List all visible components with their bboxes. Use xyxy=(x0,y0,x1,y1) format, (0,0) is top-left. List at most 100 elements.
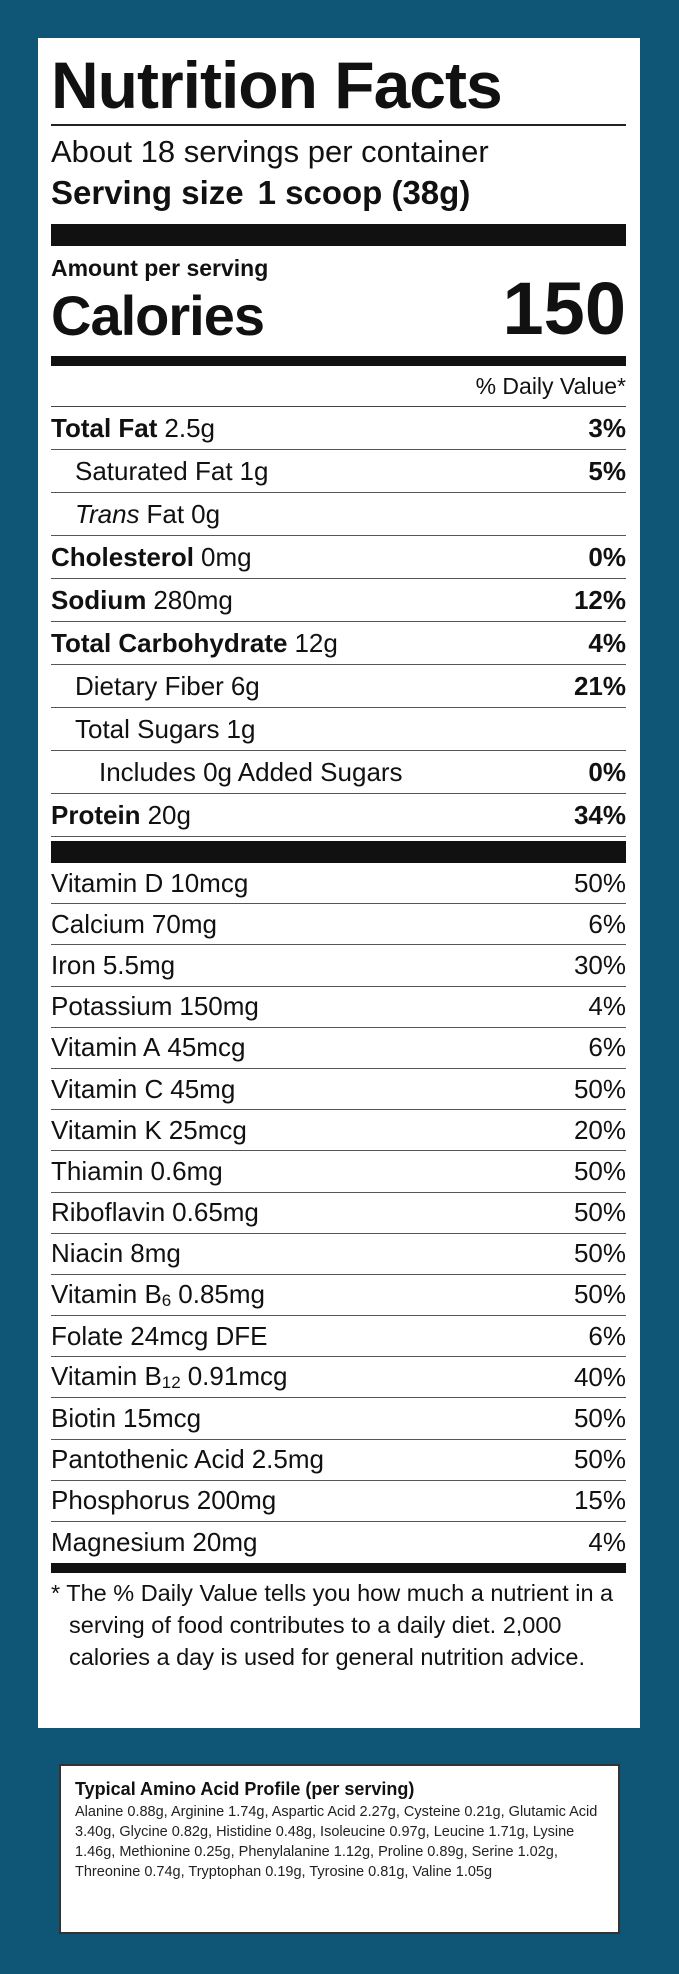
vitamin-label: Riboflavin 0.65mg xyxy=(51,1197,259,1228)
amount-per-serving: Amount per serving xyxy=(51,255,269,281)
vitamin-name: Magnesium xyxy=(51,1527,186,1558)
vitamin-dv: 4% xyxy=(588,1527,626,1558)
vitamin-amount: 45mg xyxy=(170,1073,236,1104)
vitamin-name: Pantothenic Acid xyxy=(51,1444,245,1475)
nutrition-panel: Nutrition Facts About 18 servings per co… xyxy=(38,38,640,1728)
vitamin-row: Biotin 15mcg 50% xyxy=(51,1398,626,1440)
vitamin-label: Pantothenic Acid 2.5mg xyxy=(51,1444,324,1475)
vitamin-row: Phosphorus 200mg 15% xyxy=(51,1481,626,1522)
vitamin-amount: 0.85mg xyxy=(178,1278,265,1309)
servings: About 18 servings per container xyxy=(51,134,489,169)
vitamin-label: Phosphorus 200mg xyxy=(51,1485,276,1516)
vitamin-label: Calcium 70mg xyxy=(51,909,217,940)
vitamin-label: Vitamin K 25mcg xyxy=(51,1115,247,1146)
vitamin-amount: 20mg xyxy=(192,1527,258,1558)
vitamin-dv: 50% xyxy=(573,1238,626,1269)
vitamin-dv: 50% xyxy=(573,1197,626,1228)
nutrient-dv: 21% xyxy=(573,670,626,701)
nutrient-dv: 5% xyxy=(588,455,626,486)
vitamin-dv: 50% xyxy=(573,1279,626,1310)
nutrient-name: Dietary Fiber xyxy=(75,670,224,701)
nutrient-dv: 0% xyxy=(588,756,626,787)
vitamin-name: Riboflavin xyxy=(51,1197,166,1228)
calories-value: 150 xyxy=(502,267,626,350)
vitamin-dv: 40% xyxy=(573,1361,626,1392)
nutrient-name: Total Sugars xyxy=(75,713,220,744)
nutrient-name: Saturated Fat xyxy=(75,455,233,486)
nutrient-row: Total Fat 2.5g 3% xyxy=(51,407,626,450)
nutrient-name: Fat xyxy=(146,498,185,529)
nutrient-amount: 6g xyxy=(230,670,260,701)
vitamin-amount: 200mg xyxy=(196,1485,277,1516)
rule xyxy=(51,356,626,366)
vitamin-dv: 30% xyxy=(573,949,626,980)
vitamin-label: Magnesium 20mg xyxy=(51,1527,257,1558)
vitamin-label: Potassium 150mg xyxy=(51,991,259,1022)
nutrient-row: Sodium 280mg 12% xyxy=(51,579,626,622)
title: Nutrition Facts xyxy=(51,46,626,126)
vitamin-name: Vitamin K xyxy=(51,1114,162,1145)
vitamin-amount: 0.6mg xyxy=(150,1155,223,1186)
vitamin-dv: 6% xyxy=(588,1032,626,1063)
vitamin-name: Phosphorus xyxy=(51,1485,190,1516)
serving-size-label: Serving size xyxy=(51,174,244,211)
vitamin-label: Vitamin D 10mcg xyxy=(51,868,248,899)
nutrients: Total Fat 2.5g 3% Saturated Fat 1g 5% Trans Fat… xyxy=(51,407,626,837)
nutrient-name: Includes 0g Added Sugars xyxy=(99,756,403,787)
vitamin-row: Iron 5.5mg 30% xyxy=(51,945,626,987)
vitamin-dv: 50% xyxy=(573,1073,626,1104)
nutrient-dv: 34% xyxy=(573,799,626,830)
vitamin-dv: 50% xyxy=(573,1155,626,1186)
vitamin-amount: 70mg xyxy=(151,908,217,939)
vitamin-label: Thiamin 0.6mg xyxy=(51,1156,223,1187)
nutrient-row: Trans Fat 0g xyxy=(51,493,626,536)
vitamin-amount: 15mcg xyxy=(123,1403,202,1434)
nutrient-amount: 2.5g xyxy=(164,412,216,443)
nutrient-amount: 1g xyxy=(226,713,256,744)
vitamin-name: Calcium xyxy=(51,908,145,939)
nutrient-label: Protein 20g xyxy=(51,800,191,831)
amino-box: Typical Amino Acid Profile (per serving)… xyxy=(59,1764,620,1934)
vitamin-amount: 10mcg xyxy=(170,867,249,898)
vitamin-row: Vitamin A 45mcg 6% xyxy=(51,1028,626,1069)
nutrient-dv: 4% xyxy=(588,627,626,658)
vitamin-row: Vitamin B12 0.91mcg 40% xyxy=(51,1357,626,1399)
vitamin-row: Vitamin D 10mcg 50% xyxy=(51,863,626,905)
vitamin-name: Vitamin B xyxy=(51,1278,162,1309)
vitamin-dv: 4% xyxy=(588,991,626,1022)
nutrient-label: Total Carbohydrate 12g xyxy=(51,628,338,659)
nutrient-name: Total Carbohydrate xyxy=(51,627,288,658)
vitamin-dv: 50% xyxy=(573,867,626,898)
vitamin-dv: 15% xyxy=(573,1485,626,1516)
nutrient-dv: 12% xyxy=(573,584,626,615)
nutrient-label: Total Sugars 1g xyxy=(75,714,255,745)
rule xyxy=(51,224,626,246)
vitamin-dv: 50% xyxy=(573,1403,626,1434)
vitamin-row: Thiamin 0.6mg 50% xyxy=(51,1151,626,1193)
nutrient-dv: 3% xyxy=(588,412,626,443)
rule xyxy=(51,841,626,863)
amino-text: Alanine 0.88g, Arginine 1.74g, Aspartic … xyxy=(75,1804,598,1880)
nutrient-label: Dietary Fiber 6g xyxy=(75,671,260,702)
vitamin-name: Vitamin C xyxy=(51,1073,164,1104)
vitamin-name: Vitamin B xyxy=(51,1361,162,1392)
vitamin-name: Biotin xyxy=(51,1403,117,1434)
nutrient-amount: 12g xyxy=(294,627,338,658)
vitamin-label: Vitamin B12 0.91mcg xyxy=(51,1361,287,1393)
vitamins: Vitamin D 10mcg 50% Calcium 70mg 6% Iron 5.5mg 3… xyxy=(51,863,626,1563)
nutrient-label: Total Fat 2.5g xyxy=(51,413,215,444)
vitamin-label: Vitamin B6 0.85mg xyxy=(51,1279,265,1311)
nutrient-label: Cholesterol 0mg xyxy=(51,542,252,573)
vitamin-name: Vitamin D xyxy=(51,867,164,898)
nutrient-label: Trans Fat 0g xyxy=(75,499,220,530)
vitamin-subscript: 6 xyxy=(161,1290,172,1310)
nutrient-row: Cholesterol 0mg 0% xyxy=(51,536,626,579)
vitamin-name: Folate xyxy=(51,1320,124,1351)
vitamin-dv: 6% xyxy=(588,908,626,939)
vitamin-dv: 20% xyxy=(573,1114,626,1145)
vitamin-label: Vitamin A 45mcg xyxy=(51,1032,245,1063)
vitamin-label: Iron 5.5mg xyxy=(51,950,175,981)
nutrient-row: Saturated Fat 1g 5% xyxy=(51,450,626,493)
vitamin-row: Magnesium 20mg 4% xyxy=(51,1522,626,1563)
